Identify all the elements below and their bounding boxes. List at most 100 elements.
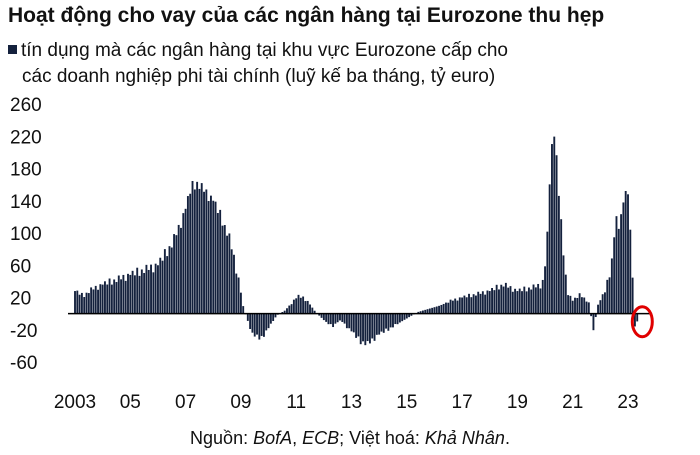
bar — [479, 293, 482, 314]
bar — [127, 273, 129, 314]
source-sep-1: , — [292, 428, 303, 448]
bar — [359, 313, 362, 345]
bar — [433, 307, 436, 314]
bar — [458, 297, 461, 314]
bar — [631, 277, 634, 314]
bar — [80, 292, 83, 314]
bar — [104, 281, 106, 314]
bar — [210, 195, 212, 314]
bar — [228, 233, 231, 314]
bar — [521, 291, 523, 314]
bar — [115, 282, 118, 314]
bar — [239, 292, 242, 314]
bar-chart: 260 220 180 140 100 60 20 -20 -60 2003 05 07 09 11 13 1… — [10, 95, 654, 413]
bar — [405, 313, 408, 319]
x-tick-label: 23 — [617, 392, 638, 413]
bar — [373, 313, 376, 341]
bar — [486, 290, 489, 314]
bar — [624, 190, 627, 314]
bar — [230, 249, 233, 314]
bar — [587, 302, 590, 314]
bar — [491, 288, 493, 314]
source-translator: Khả Nhân — [424, 428, 505, 448]
x-tick-label: 11 — [286, 392, 306, 413]
bar — [221, 225, 224, 314]
bar — [189, 193, 192, 314]
bar — [299, 297, 302, 314]
bar — [567, 295, 570, 314]
bar — [313, 310, 316, 314]
bar — [574, 297, 576, 314]
x-tick-label: 09 — [230, 392, 251, 413]
bar — [191, 181, 194, 314]
bar — [636, 313, 639, 322]
bar — [246, 313, 249, 321]
bar — [327, 313, 330, 325]
source-sep-2: ; Việt hoá: — [339, 428, 425, 448]
bar — [87, 293, 90, 314]
bar — [256, 313, 258, 335]
bar — [509, 286, 512, 314]
bar — [205, 189, 208, 314]
bar — [592, 313, 595, 331]
bar — [150, 264, 152, 314]
bar — [193, 189, 196, 314]
bar — [502, 286, 505, 314]
y-tick-label: -60 — [10, 353, 37, 374]
bar — [504, 282, 507, 314]
bar — [122, 274, 125, 314]
bar — [525, 291, 528, 314]
bar — [216, 213, 219, 314]
bar — [403, 313, 406, 320]
bar — [601, 294, 604, 314]
bar — [389, 313, 392, 328]
bar — [451, 300, 454, 314]
bar — [272, 313, 275, 321]
bar — [544, 266, 546, 314]
bar — [392, 313, 394, 328]
bar — [375, 313, 378, 335]
bar — [207, 201, 210, 314]
bar — [295, 298, 298, 314]
bar — [161, 260, 164, 314]
bar — [260, 313, 263, 336]
x-tick-label: 13 — [341, 392, 362, 413]
bar — [166, 256, 169, 314]
bar — [292, 299, 295, 314]
bar — [442, 303, 445, 314]
source-suffix: . — [504, 428, 510, 448]
bar — [106, 284, 109, 314]
bar — [186, 196, 189, 314]
bar — [274, 313, 277, 318]
bar — [136, 267, 139, 314]
bar — [461, 297, 464, 314]
y-tick-label: 60 — [10, 256, 31, 277]
bar — [431, 307, 434, 314]
bar — [97, 289, 99, 314]
bar — [518, 288, 521, 314]
bar — [385, 313, 388, 329]
bar — [140, 269, 143, 314]
bar — [101, 284, 104, 314]
bar — [498, 289, 500, 314]
bar — [620, 214, 623, 314]
bar — [435, 306, 438, 314]
bar — [203, 191, 205, 314]
y-tick-label: 180 — [10, 160, 42, 181]
bar — [449, 299, 452, 314]
bar — [539, 288, 542, 314]
bar — [249, 313, 252, 329]
bar — [154, 263, 157, 314]
bar — [421, 310, 424, 314]
x-tick-label: 07 — [175, 392, 196, 413]
bar — [175, 235, 178, 314]
bar — [357, 313, 360, 337]
legend-swatch — [8, 45, 17, 54]
bar — [92, 289, 95, 314]
bar — [394, 313, 397, 325]
bar — [366, 313, 369, 342]
bar — [334, 313, 337, 324]
legend-label-1: tín dụng mà các ngân hàng tại khu vực Eu… — [21, 40, 508, 61]
bar — [168, 246, 171, 314]
bar — [152, 272, 155, 314]
